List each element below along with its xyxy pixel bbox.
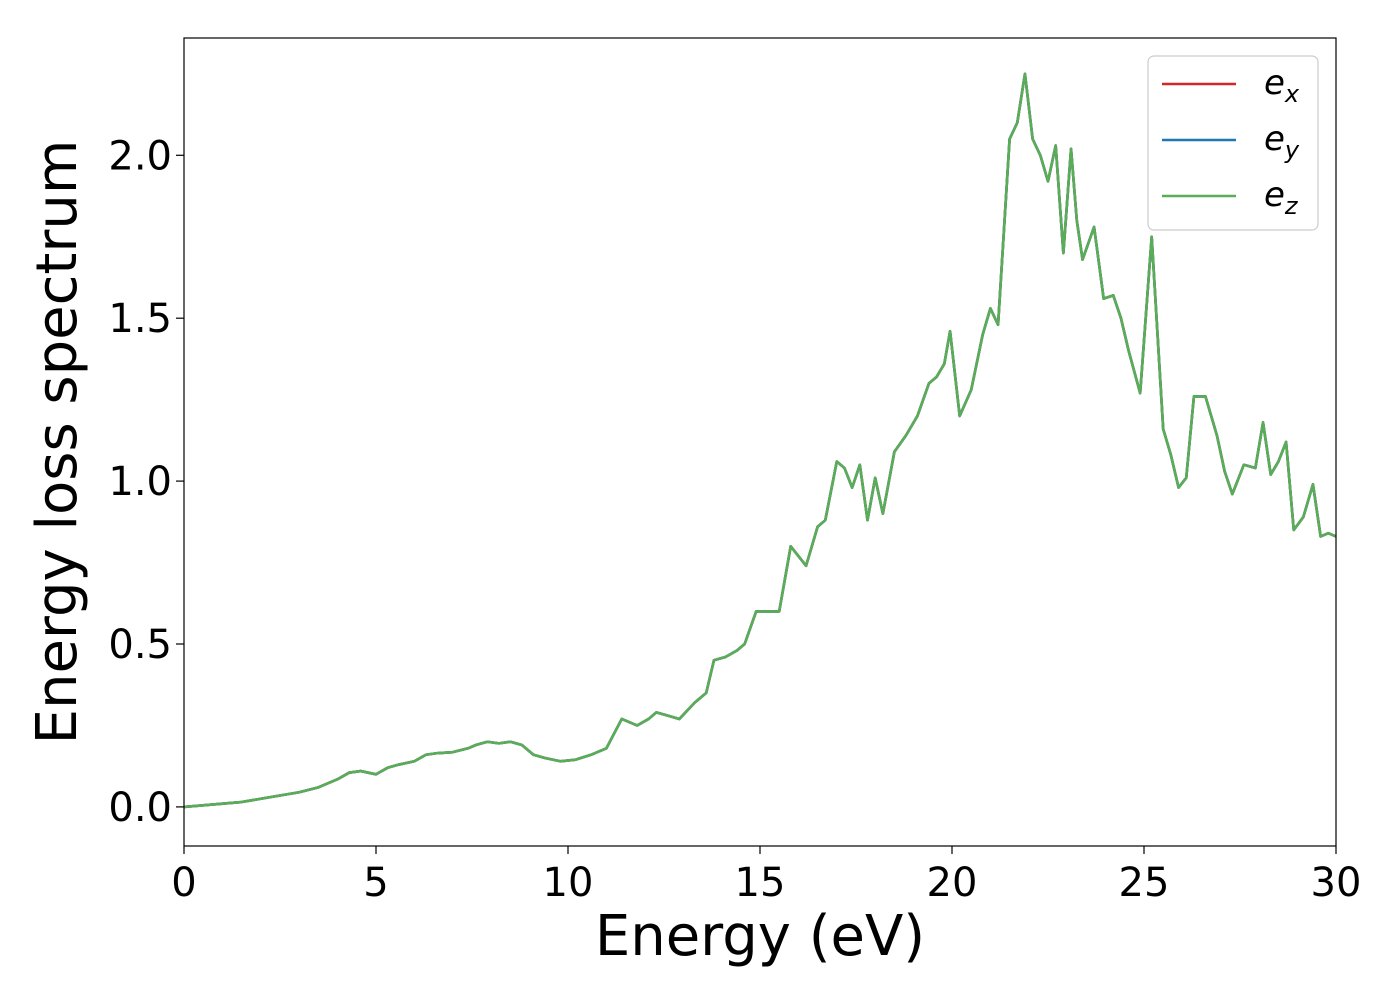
y-axis: 0.0 0.5 1.0 1.5 2.0: [108, 133, 184, 831]
y-tick-label: 1.5: [108, 296, 172, 342]
legend-label-y: ey: [1264, 119, 1300, 164]
plot-area: [184, 38, 1336, 846]
legend-box: [1147, 55, 1319, 231]
y-axis-label: Energy loss spectrum: [25, 140, 90, 745]
series-line-z: [184, 72, 1336, 809]
x-tick-label: 0: [171, 860, 196, 906]
series-layer: [184, 72, 1336, 809]
legend: ex ey ez: [1147, 55, 1319, 231]
x-tick-label: 25: [1119, 860, 1170, 906]
y-tick-label: 0.0: [108, 785, 172, 831]
x-tick-label: 10: [543, 860, 594, 906]
y-tick-label: 0.5: [108, 622, 172, 668]
y-tick-label: 1.0: [108, 459, 172, 505]
x-axis: 0 5 10 15 20 25 30: [171, 846, 1361, 906]
x-tick-label: 30: [1311, 860, 1362, 906]
y-tick-label: 2.0: [108, 133, 172, 179]
x-axis-label: Energy (eV): [595, 904, 925, 969]
legend-label-x: ex: [1264, 63, 1300, 108]
legend-label-z: ez: [1264, 175, 1299, 220]
x-tick-label: 20: [927, 860, 978, 906]
x-tick-label: 15: [735, 860, 786, 906]
x-tick-label: 5: [363, 860, 388, 906]
